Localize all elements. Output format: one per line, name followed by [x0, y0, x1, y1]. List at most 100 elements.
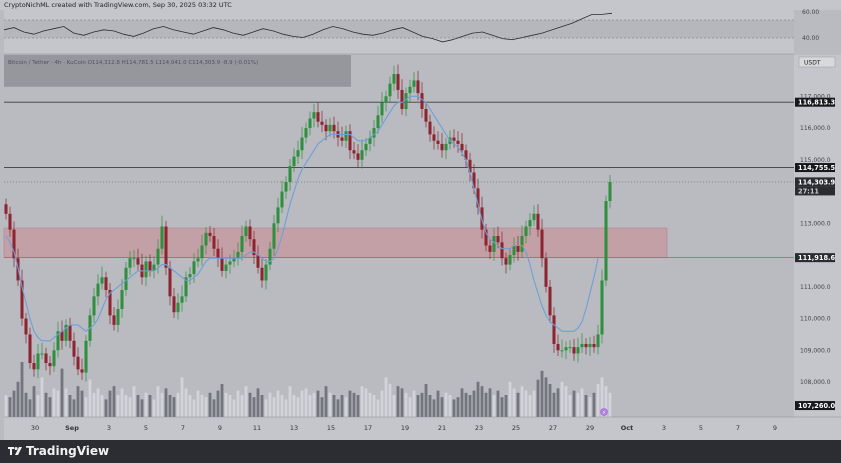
volume-bar: [548, 384, 552, 417]
volume-bar: [216, 390, 220, 417]
volume-bar: [444, 392, 448, 417]
volume-bar: [24, 392, 28, 417]
volume-bar: [320, 397, 324, 417]
volume-bar: [84, 397, 88, 417]
resistance-zone: [3, 227, 668, 258]
candle-body: [204, 232, 208, 246]
volume-bar: [192, 399, 196, 417]
price-badge-text: 114,303.9: [798, 178, 836, 186]
candle-body: [460, 143, 464, 151]
volume-bar: [144, 392, 148, 417]
volume-bar: [260, 395, 264, 417]
candle-body: [492, 236, 496, 252]
candle-body: [384, 96, 388, 103]
currency-badge[interactable]: [798, 56, 836, 68]
time-axis-background: [4, 417, 841, 440]
volume-bar: [524, 390, 528, 417]
volume-bar: [380, 390, 384, 417]
candle-body: [32, 363, 36, 370]
candle-body: [388, 83, 392, 97]
volume-bar: [516, 392, 520, 417]
date-tick-label: Oct: [621, 424, 634, 432]
volume-bar: [376, 399, 380, 417]
volume-bar: [168, 395, 172, 417]
time-axis[interactable]: 30 Sep 3 5 7 9 11 13 15 17 19 21 23 25 27 29 Oct 3 5 7 9: [4, 416, 841, 440]
date-tick-label: 27: [549, 424, 557, 432]
volume-bar: [292, 395, 296, 417]
volume-bar: [492, 395, 496, 417]
volume-bar: [424, 384, 428, 417]
candle-body: [324, 124, 328, 132]
volume-bar: [560, 381, 564, 417]
chart-canvas[interactable]: 60.00 40.00 Bitcoin / Tether · 4h · KuCo…: [0, 0, 841, 440]
volume-bar: [132, 386, 136, 417]
price-badge-box: [795, 401, 835, 411]
candle-body: [116, 309, 120, 325]
candle-body: [120, 289, 124, 310]
candle-body: [112, 315, 116, 325]
event-marker-icon[interactable]: [600, 408, 608, 416]
volume-bar: [136, 395, 140, 417]
candle-body: [432, 134, 436, 141]
price-badge-box: [795, 186, 835, 196]
candle-body: [428, 121, 432, 135]
date-tick-label: 11: [253, 424, 261, 432]
legend-box: [4, 55, 351, 87]
volume-bar: [176, 392, 180, 417]
candle-body: [328, 124, 332, 132]
volume-bar: [308, 395, 312, 417]
candle-body: [252, 239, 256, 256]
candle-body: [52, 350, 56, 367]
date-tick-label: 5: [144, 424, 148, 432]
candle-body: [560, 350, 564, 352]
volume-bar: [588, 397, 592, 417]
volume-bar: [552, 392, 556, 417]
volume-bar: [332, 395, 336, 417]
price-tick-label: 109,000.0: [800, 347, 831, 354]
candle-body: [348, 131, 352, 151]
volume-bar: [232, 399, 236, 417]
price-badge-text: 116,813.3: [798, 99, 836, 107]
candle-body: [148, 261, 152, 271]
candle-body: [156, 248, 160, 265]
candle-body: [572, 347, 576, 354]
volume-bar: [32, 386, 36, 417]
candle-body: [276, 207, 280, 224]
candle-body: [312, 112, 316, 119]
volume-bar: [44, 392, 48, 417]
volume-bar: [296, 397, 300, 417]
price-tick-label: 116,000.0: [800, 125, 831, 132]
candle-body: [128, 258, 132, 268]
candle-body: [188, 274, 192, 278]
candle-body: [8, 213, 12, 230]
volume-bar: [280, 395, 284, 417]
volume-bar: [456, 397, 460, 417]
volume-bar: [504, 395, 508, 417]
volume-bar: [36, 395, 40, 417]
volume-bar: [472, 390, 476, 417]
volume-bar: [116, 395, 120, 417]
candle-body: [260, 267, 264, 281]
volume-bar: [368, 392, 372, 417]
candle-body: [180, 296, 184, 303]
price-axis[interactable]: USDT 117,000.0 116,000.0 115,000.0 113,000.…: [794, 55, 841, 417]
volume-bar: [64, 388, 68, 417]
candle-body: [72, 340, 76, 357]
volume-bar: [420, 392, 424, 417]
volume-bar: [596, 384, 600, 417]
volume-bar: [88, 379, 92, 417]
date-tick-label: 9: [218, 424, 222, 432]
volume-bar: [604, 386, 608, 417]
candle-body: [160, 226, 164, 249]
candle-body: [196, 258, 200, 262]
candle-body: [240, 236, 244, 252]
volume-bar: [200, 395, 204, 417]
price-tick-label: 115,000.0: [800, 157, 831, 164]
volume-bar: [152, 399, 156, 417]
candle-body: [496, 236, 500, 243]
candle-body: [588, 343, 592, 348]
volume-bar: [108, 390, 112, 417]
candle-body: [104, 277, 108, 290]
candle-body: [436, 140, 440, 144]
rsi-panel: 60.00 40.00: [3, 9, 819, 55]
